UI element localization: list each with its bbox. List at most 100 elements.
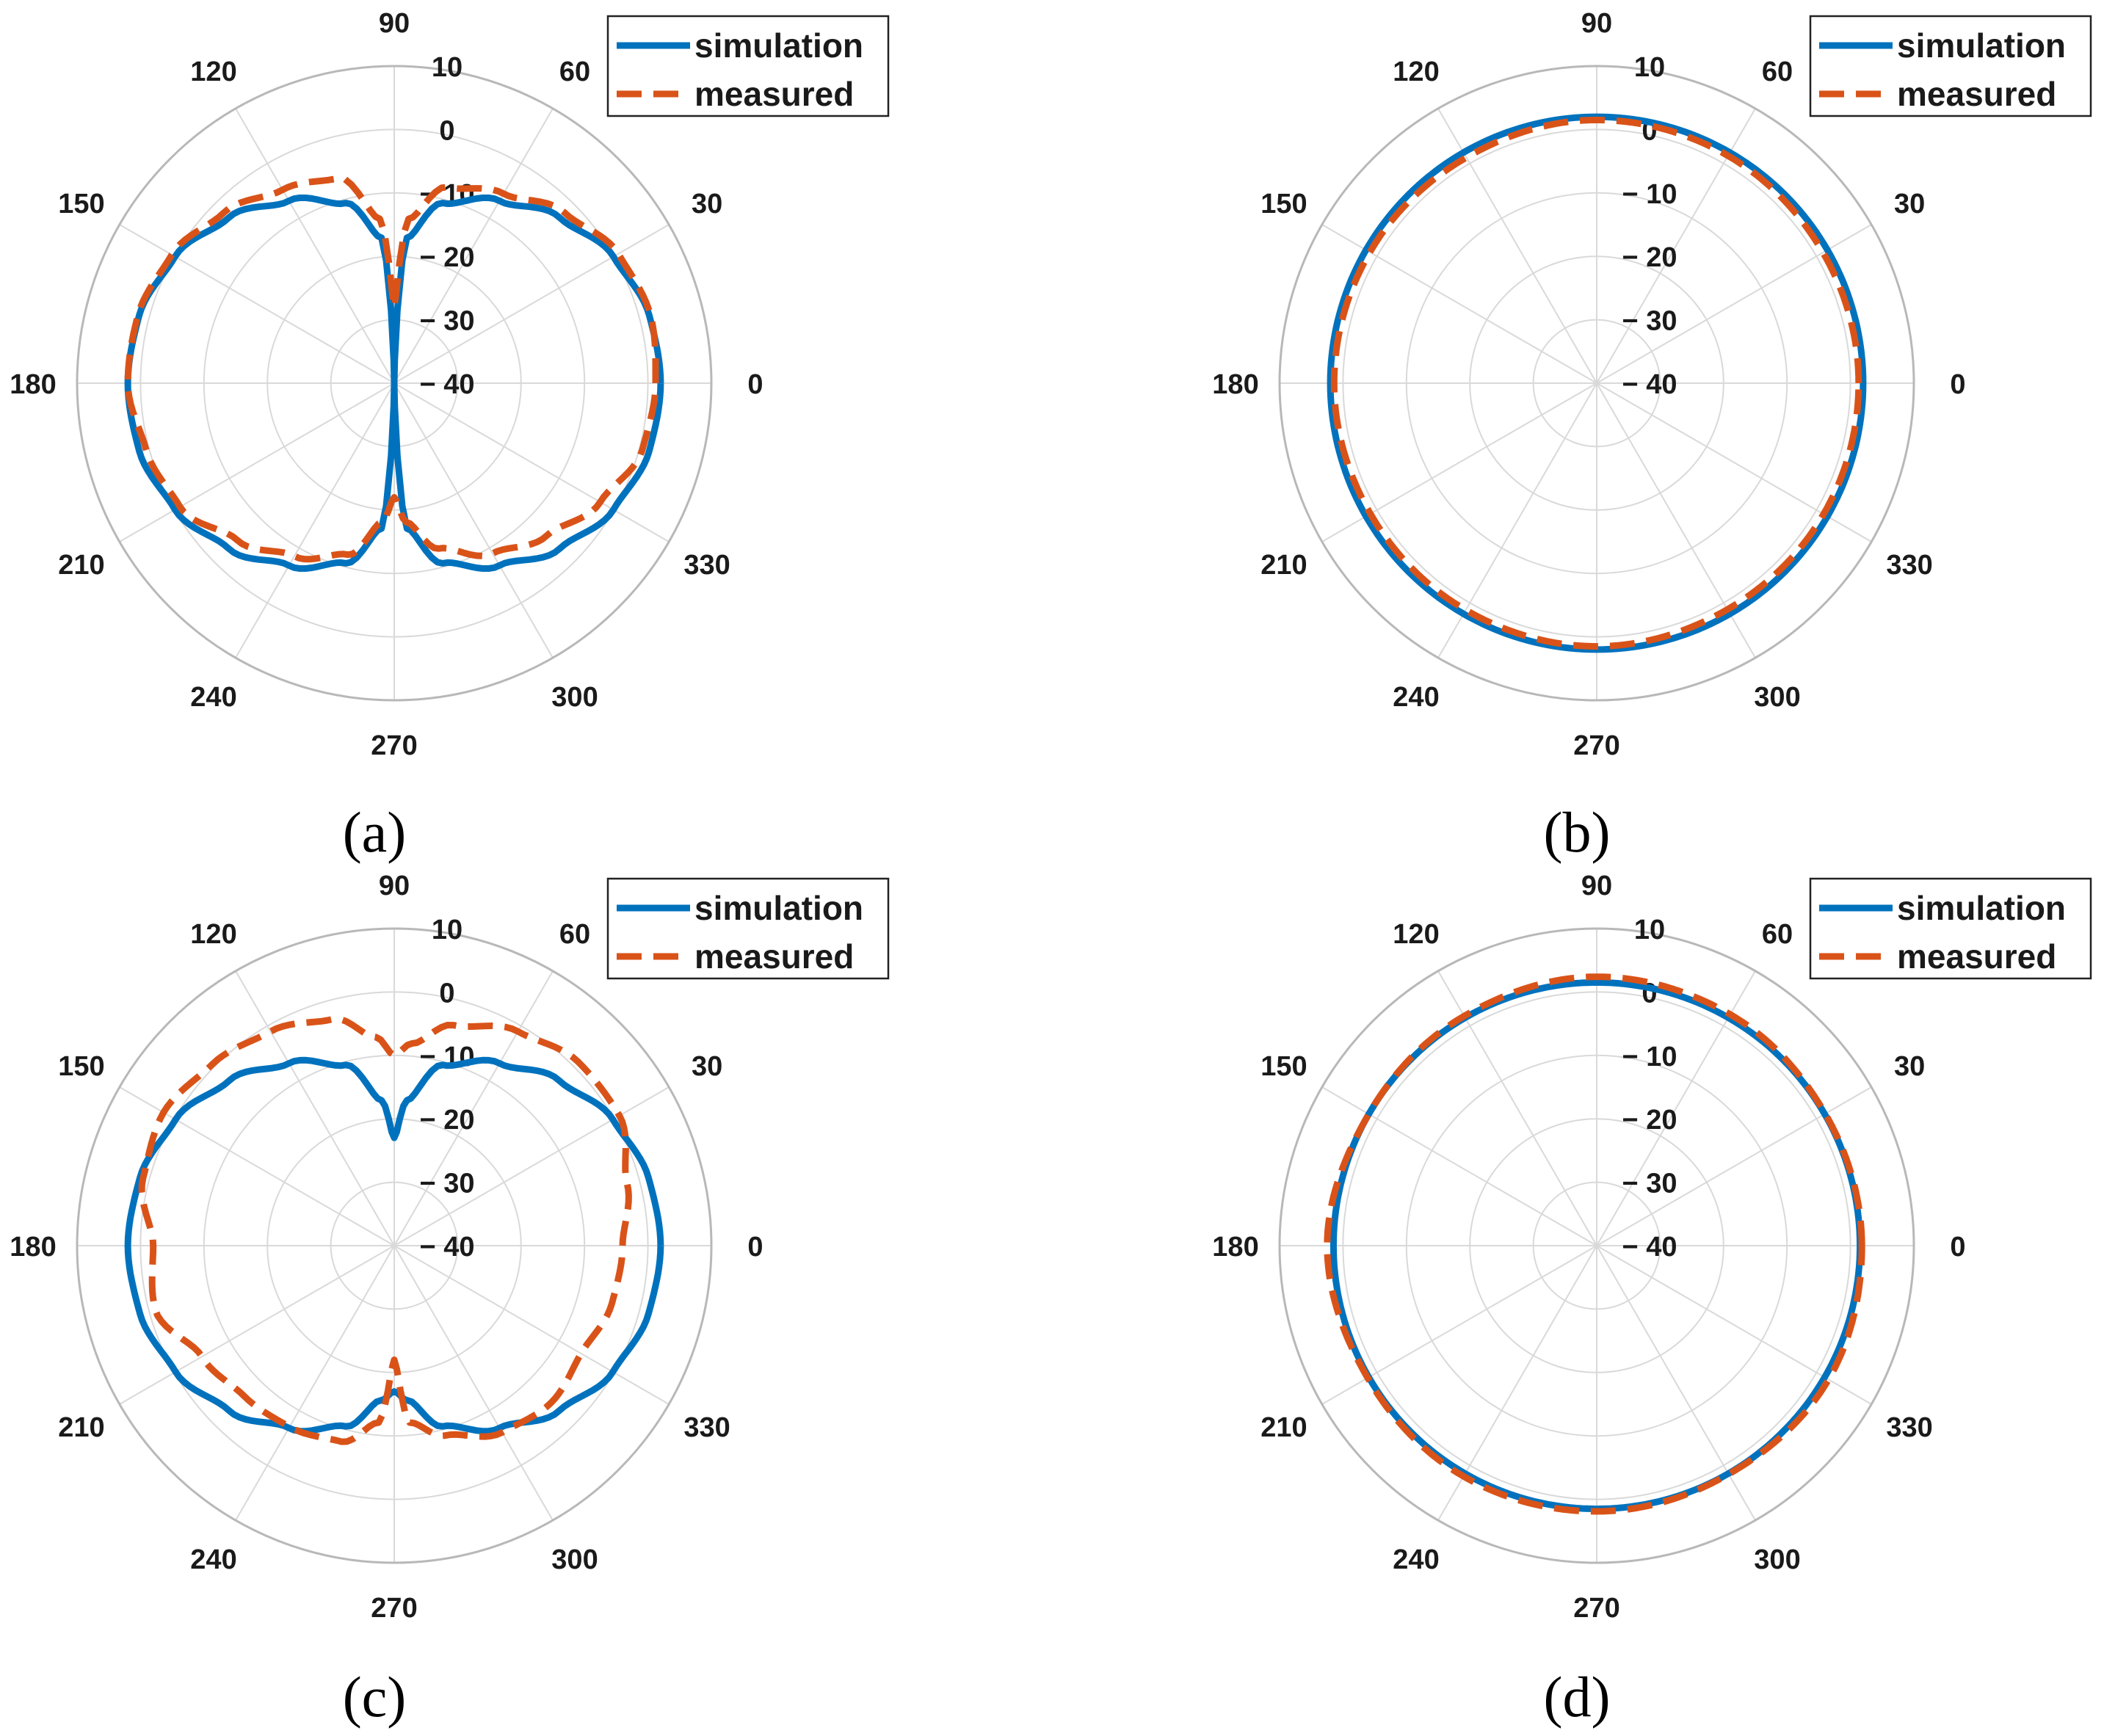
r-tick-label: − 40 — [1622, 369, 1677, 400]
theta-tick-label: 270 — [1573, 730, 1619, 761]
theta-tick-label: 270 — [371, 730, 417, 761]
r-tick-label: − 40 — [419, 369, 474, 400]
simulation-trace — [1329, 978, 1864, 1513]
legend — [606, 15, 890, 117]
theta-tick-label: 300 — [551, 682, 598, 713]
theta-tick-label: 30 — [1894, 189, 1925, 219]
theta-tick-label: 0 — [747, 1232, 763, 1263]
grid-spoke — [1437, 970, 1597, 1246]
theta-tick-label: 60 — [1762, 57, 1793, 87]
measured-trace — [1330, 116, 1862, 650]
theta-tick-label: 150 — [1260, 189, 1307, 219]
measured-trace — [1324, 973, 1865, 1515]
outer-ring — [1278, 927, 1915, 1564]
r-tick-label: − 20 — [1622, 1105, 1677, 1136]
legend-label-simulation: simulation — [694, 26, 863, 65]
grid-spoke — [393, 1245, 670, 1405]
theta-tick-label: 30 — [1894, 1051, 1925, 1082]
r-tick-label: 10 — [432, 52, 462, 83]
grid-spoke — [393, 1245, 554, 1521]
r-tick-label: − 40 — [1622, 1232, 1677, 1263]
theta-tick-label: 300 — [551, 1544, 598, 1575]
r-tick-label: 0 — [439, 978, 454, 1009]
grid-spoke — [119, 1245, 395, 1405]
grid-spoke — [393, 1086, 670, 1246]
theta-tick-label: 210 — [1260, 550, 1307, 581]
r-tick-label: − 20 — [419, 1105, 474, 1136]
theta-tick-label: 240 — [190, 682, 236, 713]
panel-caption: (d) — [1544, 1665, 1611, 1729]
r-tick-label: 10 — [432, 915, 462, 945]
theta-tick-label: 180 — [1212, 1232, 1258, 1263]
grid-spoke — [235, 382, 395, 658]
grid-spoke — [393, 382, 554, 658]
r-tick-label: − 20 — [419, 242, 474, 273]
r-tick-label: − 30 — [1622, 306, 1677, 337]
theta-tick-label: 90 — [1581, 871, 1612, 901]
grid-spoke — [235, 108, 395, 384]
theta-tick-label: 300 — [1754, 1544, 1800, 1575]
r-tick-label: − 10 — [1622, 1042, 1677, 1072]
theta-tick-label: 0 — [747, 369, 763, 400]
r-tick-label: 0 — [439, 115, 454, 146]
theta-tick-label: 120 — [1393, 919, 1439, 950]
theta-tick-label: 0 — [1950, 369, 1965, 400]
theta-tick-label: 210 — [58, 550, 104, 581]
theta-tick-label: 180 — [1212, 369, 1258, 400]
theta-tick-label: 210 — [58, 1412, 104, 1443]
grid-spoke — [1596, 1245, 1756, 1521]
theta-tick-label: 90 — [379, 8, 410, 39]
measured-trace — [138, 1015, 632, 1445]
theta-tick-label: 330 — [1886, 550, 1932, 581]
grid-spoke — [235, 970, 395, 1246]
theta-tick-label: 180 — [10, 369, 56, 400]
outer-ring — [1278, 65, 1915, 702]
theta-tick-label: 120 — [190, 919, 236, 950]
grid-spoke — [393, 108, 554, 384]
panel-caption: (c) — [343, 1665, 407, 1729]
theta-tick-label: 0 — [1950, 1232, 1965, 1263]
theta-tick-label: 30 — [692, 189, 722, 219]
grid-spoke — [1596, 1245, 1872, 1405]
r-tick-label: − 40 — [419, 1232, 474, 1263]
theta-tick-label: 90 — [379, 871, 410, 901]
simulation-trace — [124, 195, 664, 572]
theta-tick-label: 240 — [190, 1544, 236, 1575]
theta-tick-label: 150 — [58, 189, 104, 219]
theta-tick-label: 150 — [58, 1051, 104, 1082]
theta-tick-label: 60 — [559, 919, 590, 950]
legend-label-simulation: simulation — [694, 889, 863, 927]
legend-label-measured: measured — [1897, 75, 2056, 113]
theta-tick-label: 330 — [683, 550, 730, 581]
simulation-trace — [124, 1056, 664, 1435]
legend-label-measured: measured — [1897, 937, 2056, 976]
theta-tick-label: 240 — [1393, 1544, 1439, 1575]
legend-label-simulation: simulation — [1897, 889, 2066, 927]
r-tick-label: 10 — [1634, 915, 1665, 945]
legend — [606, 877, 890, 980]
theta-tick-label: 120 — [1393, 57, 1439, 87]
outer-ring — [76, 65, 713, 702]
legend-label-simulation: simulation — [1897, 26, 2066, 65]
theta-tick-label: 60 — [1762, 919, 1793, 950]
panel-caption: (b) — [1544, 800, 1611, 864]
theta-tick-label: 330 — [1886, 1412, 1932, 1443]
grid-spoke — [119, 224, 395, 384]
theta-tick-label: 60 — [559, 57, 590, 87]
theta-tick-label: 180 — [10, 1232, 56, 1263]
r-tick-label: − 30 — [419, 1169, 474, 1199]
theta-tick-label: 330 — [683, 1412, 730, 1443]
theta-tick-label: 210 — [1260, 1412, 1307, 1443]
theta-tick-label: 270 — [1573, 1593, 1619, 1624]
r-tick-label: − 10 — [1622, 179, 1677, 210]
grid-spoke — [393, 224, 670, 384]
theta-tick-label: 150 — [1260, 1051, 1307, 1082]
grid-spoke — [1321, 1245, 1597, 1405]
theta-tick-label: 270 — [371, 1593, 417, 1624]
grid-spoke — [393, 382, 670, 542]
legend — [1809, 15, 2092, 117]
grid-spoke — [119, 382, 395, 542]
